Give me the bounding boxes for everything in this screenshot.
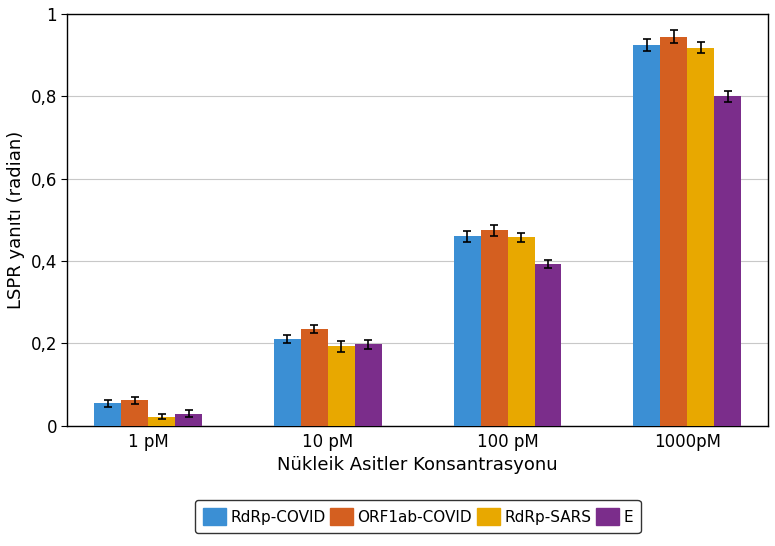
- Bar: [480, 230, 508, 426]
- Bar: [687, 48, 714, 426]
- Bar: [95, 403, 122, 426]
- X-axis label: Nükleik Asitler Konsantrasyonu: Nükleik Asitler Konsantrasyonu: [277, 456, 558, 474]
- Bar: [175, 413, 202, 426]
- Bar: [328, 346, 355, 426]
- Legend: RdRp-COVID, ORF1ab-COVID, RdRp-SARS, E: RdRp-COVID, ORF1ab-COVID, RdRp-SARS, E: [195, 500, 640, 533]
- Bar: [508, 237, 535, 426]
- Bar: [148, 417, 175, 426]
- Bar: [714, 96, 741, 426]
- Bar: [122, 400, 148, 426]
- Bar: [633, 45, 660, 426]
- Bar: [660, 37, 687, 426]
- Bar: [274, 340, 301, 426]
- Bar: [535, 264, 561, 426]
- Y-axis label: LSPR yanıtı (radian): LSPR yanıtı (radian): [7, 131, 25, 309]
- Bar: [453, 236, 480, 426]
- Bar: [355, 345, 382, 426]
- Bar: [301, 329, 328, 426]
